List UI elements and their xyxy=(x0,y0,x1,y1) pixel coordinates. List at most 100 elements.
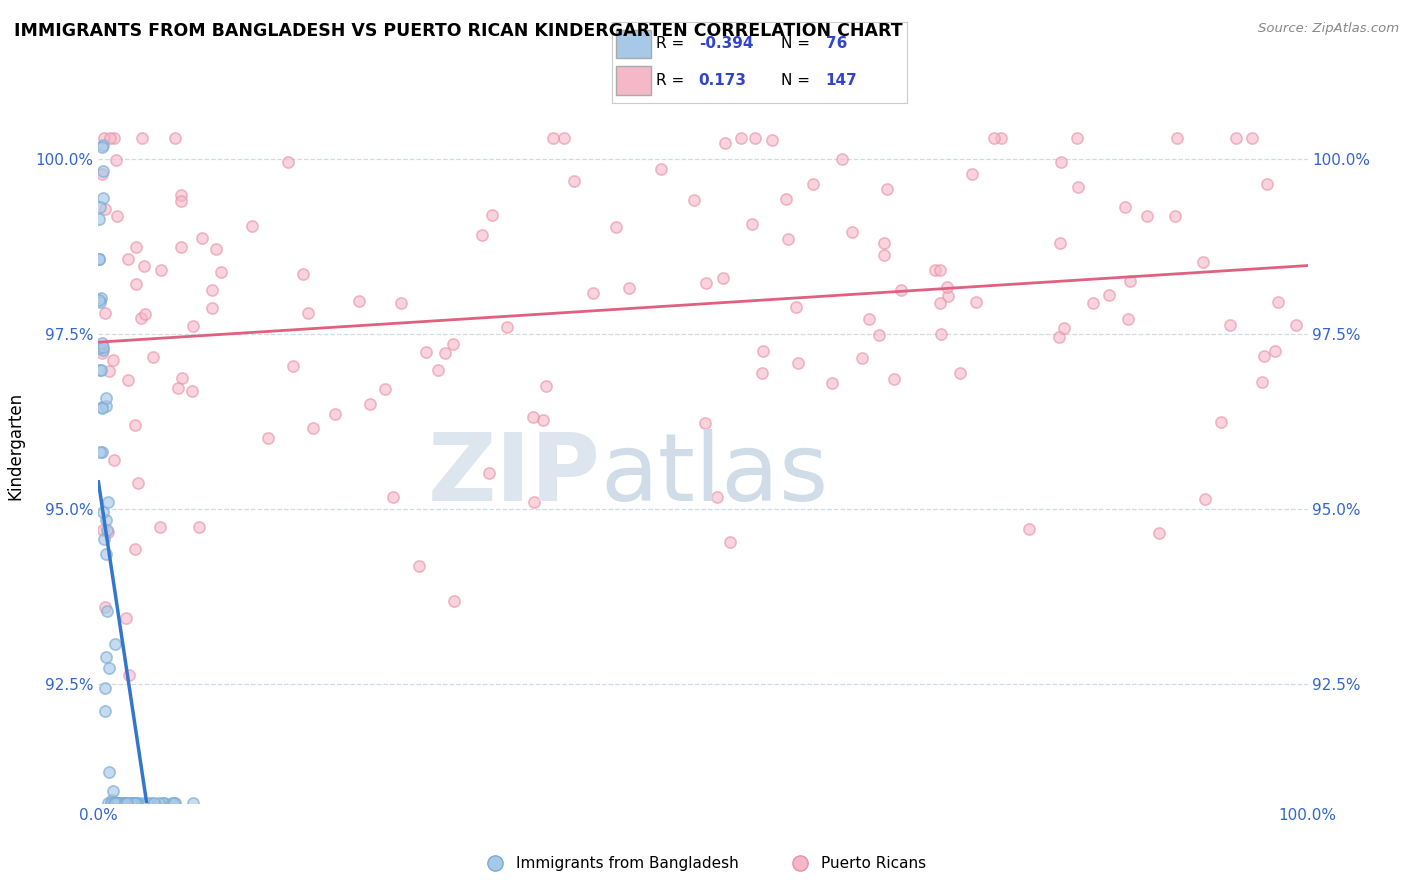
Point xyxy=(1194,491,1216,506)
Point xyxy=(1066,131,1088,145)
Text: 0.173: 0.173 xyxy=(699,73,747,88)
Point xyxy=(374,382,396,396)
Point xyxy=(96,604,118,618)
Point xyxy=(90,346,112,360)
Point xyxy=(127,476,149,491)
Point xyxy=(433,346,456,360)
Point xyxy=(1219,318,1241,333)
Point xyxy=(851,351,873,366)
Point xyxy=(94,399,117,413)
Point xyxy=(96,548,118,562)
Point xyxy=(124,541,146,556)
Point xyxy=(1166,131,1188,145)
Text: ZIP: ZIP xyxy=(427,428,600,521)
Point xyxy=(111,796,134,810)
Point xyxy=(148,796,170,810)
Point xyxy=(107,796,129,810)
Point xyxy=(1256,177,1278,191)
Point xyxy=(91,445,114,459)
Point xyxy=(481,208,503,222)
Point xyxy=(118,668,141,682)
Point xyxy=(134,307,156,321)
Point xyxy=(1081,295,1104,310)
Point xyxy=(103,796,125,810)
Point xyxy=(960,167,983,181)
Point xyxy=(1049,154,1071,169)
Point xyxy=(89,294,111,309)
Point xyxy=(323,408,346,422)
Point xyxy=(98,131,121,145)
Point xyxy=(112,796,135,810)
Point xyxy=(181,384,204,398)
Point xyxy=(105,209,128,223)
Point xyxy=(1049,235,1071,250)
Point xyxy=(115,796,138,810)
Text: N =: N = xyxy=(782,73,810,88)
Point xyxy=(89,252,111,267)
Point xyxy=(408,559,430,574)
Point xyxy=(90,291,112,305)
Point xyxy=(181,796,204,810)
Point xyxy=(562,174,585,188)
Point xyxy=(751,366,773,380)
Point xyxy=(91,191,114,205)
Point xyxy=(349,293,371,308)
Point xyxy=(936,279,959,293)
Point xyxy=(107,796,129,810)
Point xyxy=(94,391,117,405)
Point xyxy=(131,131,153,145)
Point xyxy=(91,505,114,519)
Point xyxy=(91,400,114,414)
Point xyxy=(103,784,125,798)
Point xyxy=(91,164,114,178)
Point xyxy=(359,397,381,411)
Point xyxy=(785,300,807,314)
Point xyxy=(1098,288,1121,302)
Point xyxy=(965,295,987,310)
Point xyxy=(87,252,110,266)
Point xyxy=(104,796,127,810)
Point xyxy=(443,594,465,608)
Point xyxy=(650,161,672,176)
Point xyxy=(256,431,278,445)
Point xyxy=(841,225,863,239)
Point xyxy=(292,267,315,281)
Point xyxy=(127,796,149,810)
Y-axis label: Kindergarten: Kindergarten xyxy=(7,392,24,500)
Point xyxy=(277,154,299,169)
Point xyxy=(924,263,946,277)
Point xyxy=(209,265,232,279)
Point xyxy=(120,796,142,810)
Point xyxy=(936,289,959,303)
Point xyxy=(201,301,224,315)
Point xyxy=(163,131,186,145)
Point xyxy=(91,336,114,351)
Point xyxy=(170,188,193,202)
Point xyxy=(152,796,174,810)
Point xyxy=(801,177,824,191)
Text: R =: R = xyxy=(655,37,685,52)
Point xyxy=(91,523,114,537)
Point xyxy=(1264,344,1286,359)
Point xyxy=(297,306,319,320)
Point xyxy=(114,796,136,810)
Point xyxy=(1067,180,1090,194)
Point xyxy=(160,796,183,810)
Point xyxy=(706,491,728,505)
Point xyxy=(983,131,1005,145)
Point xyxy=(90,401,112,415)
Point xyxy=(718,535,741,549)
Point xyxy=(929,263,952,277)
Point xyxy=(105,153,128,167)
Point xyxy=(97,524,120,539)
Point xyxy=(1116,311,1139,326)
Point xyxy=(1049,330,1071,344)
Point xyxy=(1253,349,1275,363)
Point xyxy=(1267,295,1289,310)
Point xyxy=(522,410,544,425)
Point xyxy=(831,152,853,166)
Point xyxy=(534,379,557,393)
Point xyxy=(124,417,146,432)
Point xyxy=(89,341,111,355)
Point xyxy=(98,363,121,377)
